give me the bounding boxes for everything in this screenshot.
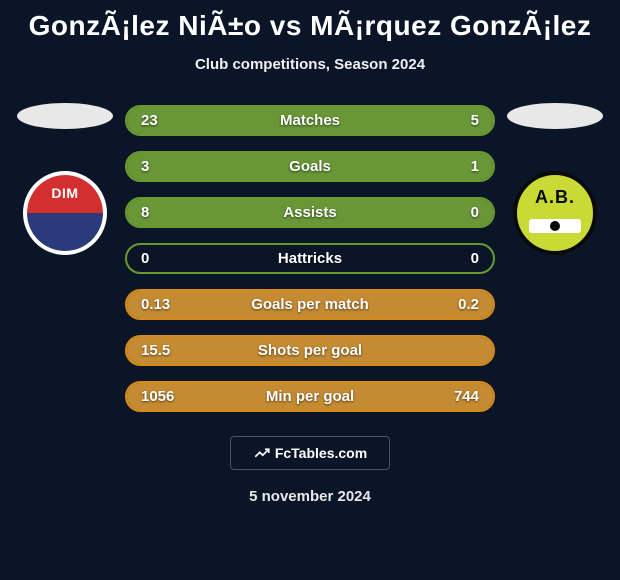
- right-player-placeholder: [507, 103, 603, 129]
- left-club-badge: DIM: [23, 171, 107, 255]
- stat-label: Goals: [127, 158, 493, 175]
- stat-label: Matches: [127, 112, 493, 129]
- page-title: GonzÃ¡lez NiÃ±o vs MÃ¡rquez GonzÃ¡lez: [0, 0, 620, 42]
- right-club-abbrev: A.B.: [517, 187, 593, 208]
- stat-right-value: 1: [471, 158, 479, 175]
- stat-label: Assists: [127, 204, 493, 221]
- stat-bars: 23Matches53Goals18Assists00Hattricks00.1…: [125, 103, 495, 412]
- stat-bar: 1056Min per goal744: [125, 381, 495, 412]
- stat-label: Hattricks: [127, 250, 493, 267]
- branding-text: FcTables.com: [275, 445, 367, 461]
- stat-right-value: 0: [471, 204, 479, 221]
- stat-bar: 3Goals1: [125, 151, 495, 182]
- stat-bar: 0Hattricks0: [125, 243, 495, 274]
- chart-icon: [253, 444, 271, 462]
- stat-right-value: 744: [454, 388, 479, 405]
- subtitle: Club competitions, Season 2024: [0, 56, 620, 73]
- right-club-badge: A.B.: [513, 171, 597, 255]
- right-player-col: A.B.: [495, 103, 615, 255]
- stat-label: Min per goal: [127, 388, 493, 405]
- branding-badge: FcTables.com: [230, 436, 390, 470]
- left-player-placeholder: [17, 103, 113, 129]
- stat-bar: 23Matches5: [125, 105, 495, 136]
- comparison-panel: DIM 23Matches53Goals18Assists00Hattricks…: [0, 103, 620, 412]
- stat-label: Goals per match: [127, 296, 493, 313]
- stat-bar: 0.13Goals per match0.2: [125, 289, 495, 320]
- stat-right-value: 0: [471, 250, 479, 267]
- date-text: 5 november 2024: [0, 488, 620, 505]
- stat-bar: 15.5Shots per goal: [125, 335, 495, 366]
- left-player-col: DIM: [5, 103, 125, 255]
- stat-bar: 8Assists0: [125, 197, 495, 228]
- stat-right-value: 5: [471, 112, 479, 129]
- stat-right-value: 0.2: [458, 296, 479, 313]
- stat-label: Shots per goal: [127, 342, 493, 359]
- left-club-abbrev: DIM: [27, 185, 103, 201]
